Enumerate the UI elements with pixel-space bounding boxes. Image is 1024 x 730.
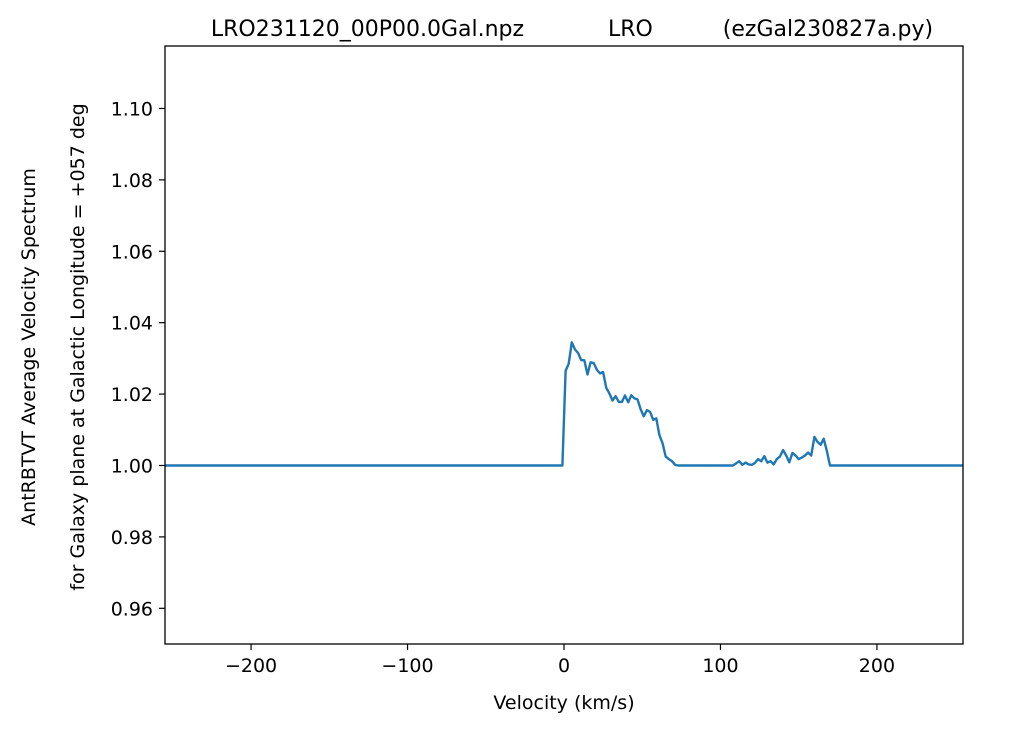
x-tick-label: −200 bbox=[225, 655, 277, 677]
spectrum-line bbox=[165, 341, 963, 467]
x-axis-ticks: −200 −100 0 100 200 bbox=[225, 644, 895, 677]
x-tick-label: −100 bbox=[381, 655, 433, 677]
x-axis-label: Velocity (km/s) bbox=[493, 692, 634, 714]
y-tick-label: 1.10 bbox=[111, 98, 153, 120]
x-tick-label: 100 bbox=[702, 655, 738, 677]
y-tick-label: 1.04 bbox=[111, 313, 153, 335]
y-tick-label: 1.00 bbox=[111, 455, 153, 477]
y-tick-label: 0.98 bbox=[111, 527, 153, 549]
series-layer bbox=[165, 341, 963, 467]
y-axis-label-line-2: for Galaxy plane at Galactic Longitude =… bbox=[67, 103, 89, 590]
y-axis-label-line-1: AntRBTVT Average Velocity Spectrum bbox=[18, 168, 40, 526]
y-axis-ticks: 0.96 0.98 1.00 1.02 1.04 1.06 1.08 1.10 bbox=[111, 98, 165, 620]
chart-title: LRO231120_00P00.0Gal.npz LRO (ezGal23082… bbox=[211, 17, 933, 42]
y-axis-label: AntRBTVT Average Velocity Spectrum for G… bbox=[18, 103, 89, 590]
y-tick-label: 1.08 bbox=[111, 170, 153, 192]
y-tick-label: 1.06 bbox=[111, 241, 153, 263]
y-tick-label: 0.96 bbox=[111, 598, 153, 620]
plot-frame bbox=[164, 45, 964, 645]
x-tick-label: 200 bbox=[859, 655, 895, 677]
x-tick-label: 0 bbox=[558, 655, 570, 677]
y-tick-label: 1.02 bbox=[111, 384, 153, 406]
